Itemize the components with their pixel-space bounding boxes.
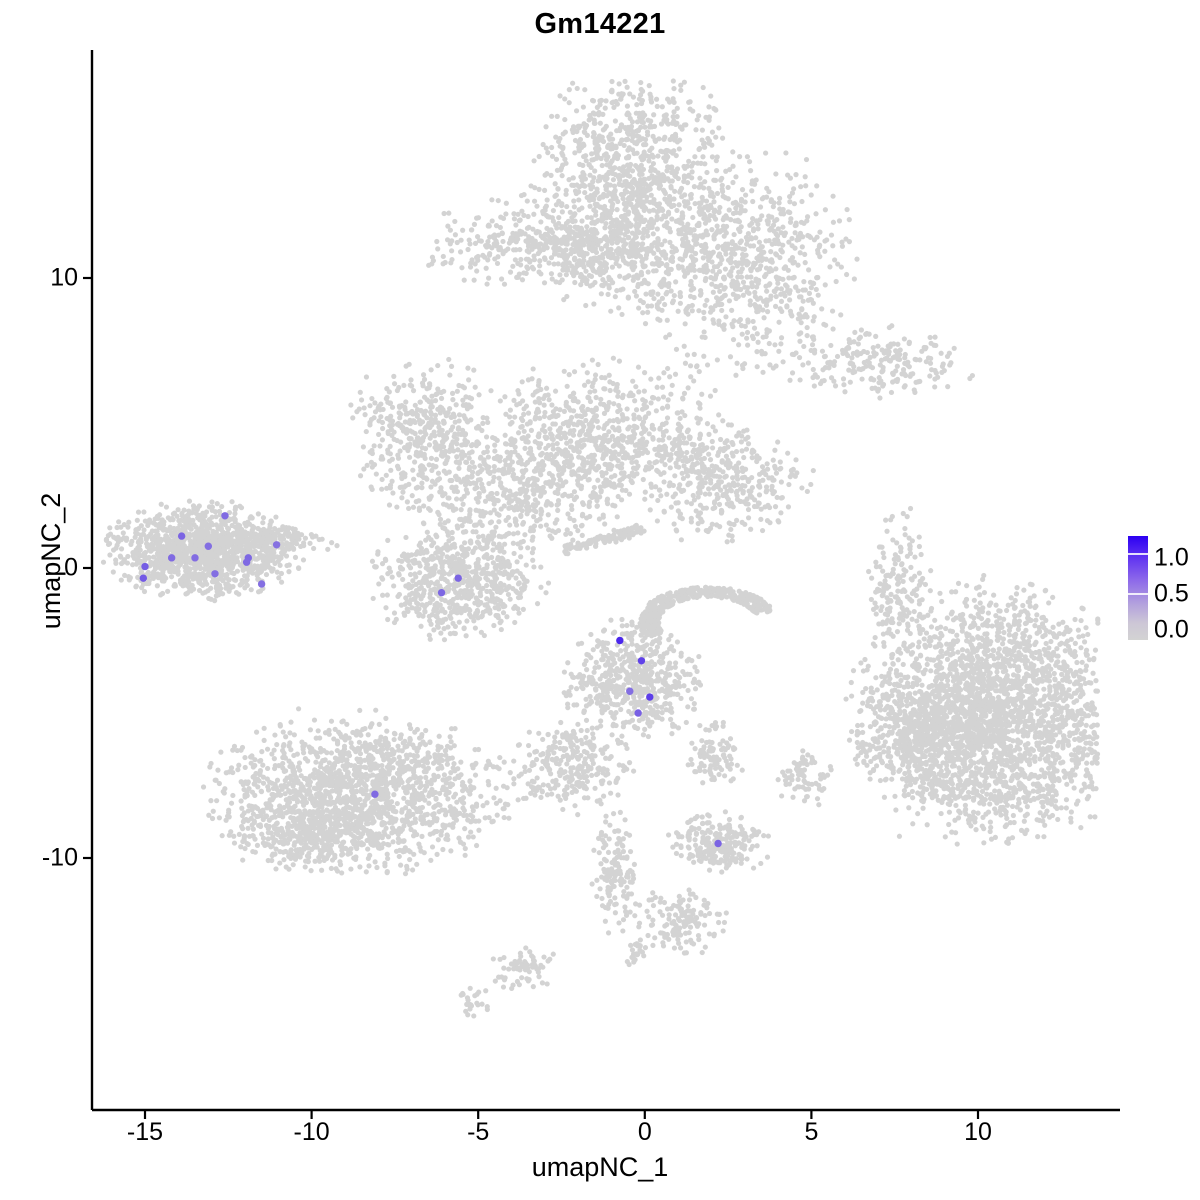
x-tick-label--15: -15 [126,1118,164,1146]
y-tick-label-10: 10 [50,263,78,292]
x-tick-label-0: 0 [637,1118,652,1146]
colorbar-tick-mid [1128,593,1148,595]
y-axis-title: umapNC_2 [36,492,66,630]
colorbar-tick-high [1128,553,1148,555]
y-tick-label--10: -10 [41,843,78,872]
y-tick-label-0: 0 [64,553,78,582]
x-tick-label-5: 5 [804,1118,819,1146]
colorbar-gradient [1128,536,1148,640]
x-tick-label-10: 10 [964,1118,992,1146]
x-axis-title: umapNC_1 [531,1152,669,1182]
color-scale-legend: 1.0 0.5 0.0 [1128,536,1189,644]
x-tick-label--10: -10 [293,1118,330,1146]
colorbar-label-low: 0.0 [1154,615,1189,644]
colorbar-label-mid: 0.5 [1154,579,1189,608]
colorbar-label-high: 1.0 [1154,543,1189,572]
x-tick-label--5: -5 [467,1118,490,1146]
